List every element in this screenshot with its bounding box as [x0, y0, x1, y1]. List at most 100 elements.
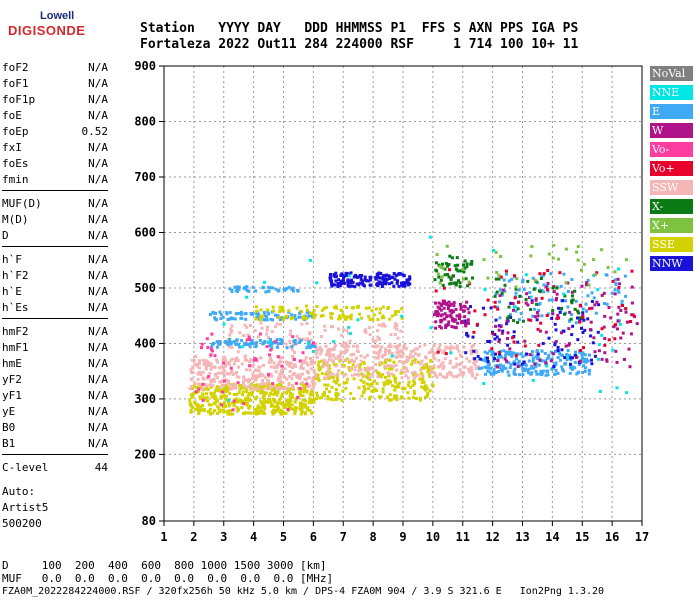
echo-point [503, 283, 507, 287]
legend-item: E [650, 104, 693, 119]
echo-point [342, 381, 346, 385]
echo-point [412, 389, 416, 393]
echo-point [566, 281, 570, 285]
echo-point [376, 344, 380, 348]
echo-point [311, 387, 315, 391]
echo-point [299, 412, 303, 416]
echo-point [386, 396, 390, 400]
echo-point [222, 401, 226, 405]
echo-point [588, 307, 592, 311]
echo-point [578, 316, 582, 320]
echo-point [619, 309, 623, 312]
param-name: foF2 [2, 61, 29, 74]
echo-point [504, 366, 508, 370]
echo-point [327, 358, 331, 362]
echo-point [344, 358, 348, 362]
echo-point [434, 261, 438, 265]
echo-point [271, 412, 275, 416]
echo-point [209, 313, 212, 316]
echo-point [229, 387, 233, 391]
echo-point [341, 389, 345, 393]
echo-point [335, 397, 339, 401]
autoscaling-artist: Artist5 [2, 501, 49, 514]
echo-point [290, 345, 294, 349]
echo-point [507, 373, 511, 377]
echo-point [605, 302, 609, 306]
echo-point [428, 389, 432, 393]
echo-point [458, 313, 462, 317]
echo-point [248, 387, 252, 391]
echo-point [241, 381, 245, 385]
echo-point [276, 402, 280, 405]
echo-point [301, 367, 305, 370]
echo-point [363, 329, 367, 333]
echo-point [305, 361, 309, 365]
echo-point [611, 348, 615, 352]
echo-point [286, 386, 290, 390]
echo-point [232, 362, 236, 366]
echo-point [452, 301, 456, 305]
echo-point [192, 392, 195, 396]
echo-point [265, 328, 269, 332]
echo-point [503, 357, 507, 361]
echo-point [368, 333, 372, 336]
echo-point [411, 396, 415, 399]
y-tick-label: 200 [134, 447, 156, 461]
echo-point [528, 296, 531, 299]
echo-point [617, 290, 621, 294]
echo-point [391, 364, 395, 368]
echo-point [528, 291, 532, 294]
echo-point [516, 365, 520, 368]
echo-point [374, 345, 377, 349]
echo-point [472, 361, 476, 365]
echo-point [617, 305, 621, 309]
echo-point [375, 382, 379, 386]
echo-point [396, 383, 400, 387]
echo-point [324, 306, 328, 309]
echo-point [492, 248, 496, 252]
echo-point [269, 386, 273, 390]
echo-point [277, 316, 281, 320]
echo-point [412, 382, 416, 386]
echo-point [257, 412, 261, 415]
echo-point [369, 275, 373, 279]
echo-point [327, 376, 331, 380]
echo-point [561, 353, 564, 357]
echo-point [419, 368, 423, 372]
echo-point [498, 288, 502, 292]
echo-point [512, 372, 516, 376]
echo-point [617, 286, 621, 289]
echo-point [238, 387, 242, 391]
echo-point [583, 357, 587, 361]
echo-point [455, 347, 459, 350]
echo-point [625, 320, 629, 324]
echo-point [326, 383, 330, 387]
echo-point [445, 315, 449, 319]
echo-point [564, 344, 568, 348]
echo-point [335, 376, 339, 379]
legend-item: NNW [650, 256, 693, 271]
logo-lowell: Lowell [40, 10, 75, 22]
echo-point [459, 302, 462, 306]
echo-point [191, 406, 195, 409]
echo-point [436, 305, 440, 309]
echo-point [194, 407, 197, 411]
echo-point [301, 361, 305, 365]
echo-point [197, 387, 201, 391]
echo-point [463, 365, 467, 369]
echo-point [411, 355, 415, 359]
echo-point [359, 359, 363, 363]
echo-point [204, 367, 208, 371]
echo-point [300, 402, 304, 405]
echo-point [201, 370, 205, 374]
echo-point [259, 308, 263, 312]
echo-point [476, 354, 480, 358]
param-name: foE [2, 109, 22, 122]
echo-point [423, 343, 427, 347]
echo-point [348, 339, 352, 343]
echo-point [566, 305, 570, 309]
echo-point [265, 315, 269, 319]
echo-point [571, 324, 575, 328]
echo-point [299, 404, 302, 408]
echo-point [241, 390, 245, 394]
